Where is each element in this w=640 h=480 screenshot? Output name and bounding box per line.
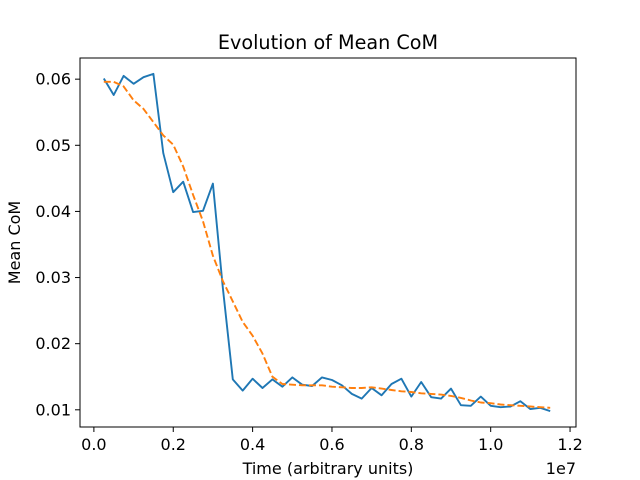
- x-axis-offset-label: 1e7: [546, 459, 576, 478]
- y-axis-ticks: 0.01 0.02 0.03 0.04 0.05 0.06: [35, 70, 80, 419]
- y-axis-label: Mean CoM: [5, 201, 24, 284]
- chart-title: Evolution of Mean CoM: [218, 31, 438, 54]
- y-tick-label: 0.02: [35, 334, 71, 353]
- y-tick-label: 0.03: [35, 268, 71, 287]
- y-tick-label: 0.06: [35, 70, 71, 89]
- x-tick-label: 0.8: [399, 435, 424, 454]
- x-tick-label: 1.2: [557, 435, 582, 454]
- x-tick-label: 1.0: [478, 435, 503, 454]
- y-tick-label: 0.04: [35, 202, 71, 221]
- x-axis-ticks: 0.0 0.2 0.4 0.6 0.8 1.0 1.2: [81, 427, 583, 454]
- y-tick-label: 0.05: [35, 136, 71, 155]
- series-1-line: [102, 72, 551, 413]
- x-tick-label: 0.0: [81, 435, 106, 454]
- x-axis-label: Time (arbitrary units): [242, 459, 414, 478]
- plot-area-frame: [79, 57, 577, 428]
- x-tick-label: 0.4: [240, 435, 265, 454]
- y-tick-label: 0.01: [35, 400, 71, 419]
- series-layer: [102, 72, 551, 413]
- x-tick-label: 0.6: [319, 435, 344, 454]
- x-tick-label: 0.2: [161, 435, 186, 454]
